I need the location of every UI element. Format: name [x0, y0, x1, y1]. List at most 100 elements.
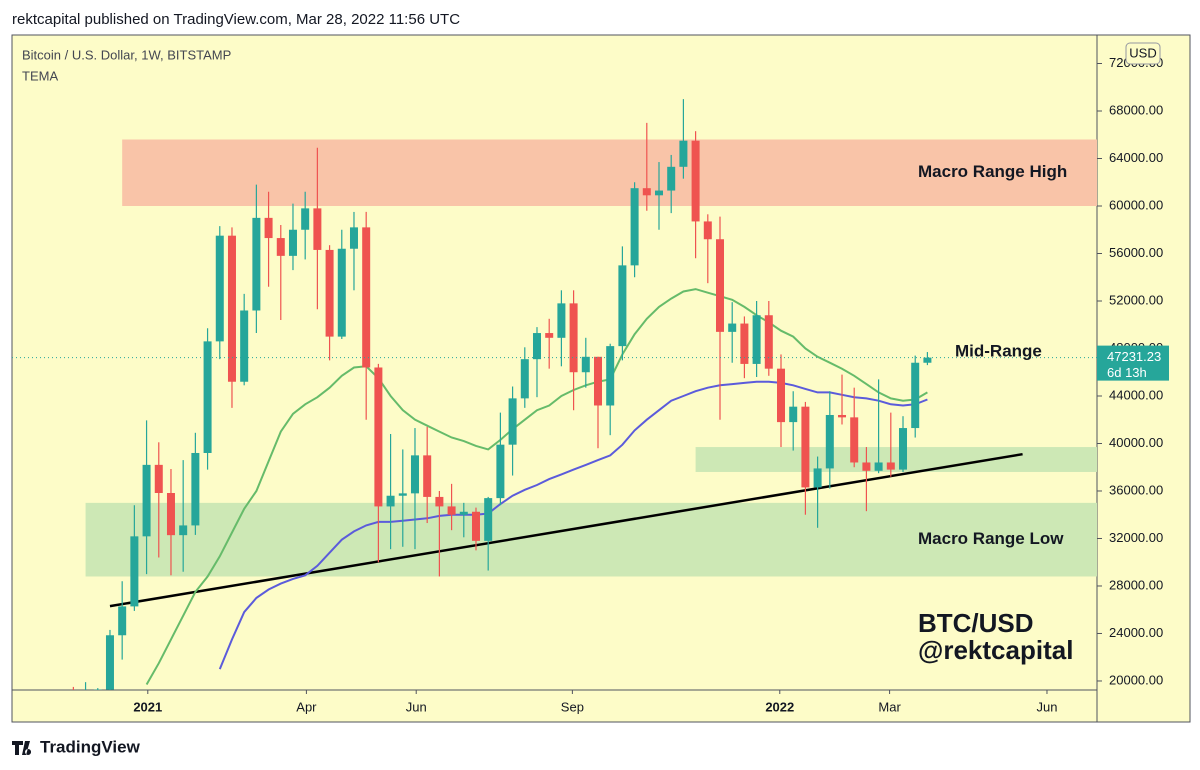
- range-zone: [85, 502, 1097, 577]
- candle-body: [618, 265, 627, 347]
- candle-body: [716, 239, 725, 332]
- y-tick-label: 64000.00: [1109, 150, 1163, 165]
- candle-body: [398, 493, 407, 496]
- candle-body: [215, 235, 224, 342]
- candle-body: [874, 462, 883, 471]
- last-price-box: [1097, 345, 1169, 381]
- y-tick-label: 56000.00: [1109, 245, 1163, 260]
- axes: 20000.00 24000.00 28000.00 32000.00 36000.00…: [133, 55, 1169, 714]
- y-tick-label: 40000.00: [1109, 435, 1163, 450]
- candle-body: [813, 468, 822, 488]
- candle-body: [691, 140, 700, 222]
- candle-body: [130, 536, 139, 607]
- footer-logo: [12, 741, 32, 755]
- countdown-label: 6d 13h: [1107, 365, 1147, 380]
- x-tick-label: 2022: [765, 699, 794, 714]
- x-tick-label: Jun: [406, 699, 427, 714]
- y-tick-label: 60000.00: [1109, 197, 1163, 212]
- annotation: Mid-Range: [955, 341, 1042, 360]
- candle-body: [374, 367, 383, 507]
- currency-label[interactable]: USD: [1129, 45, 1156, 60]
- candle-body: [777, 368, 786, 423]
- candle-body: [557, 303, 566, 338]
- annotation: @rektcapital: [918, 635, 1073, 665]
- x-tick-label: Apr: [296, 699, 317, 714]
- candle-body: [142, 464, 151, 537]
- y-tick-label: 28000.00: [1109, 577, 1163, 592]
- candle-body: [862, 462, 871, 471]
- candle-body: [764, 315, 773, 369]
- candle-body: [569, 303, 578, 373]
- candle-body: [484, 498, 493, 541]
- candle-body: [423, 455, 432, 497]
- candle-body: [471, 511, 480, 541]
- candle-body: [264, 217, 273, 239]
- candle-body: [240, 310, 249, 382]
- annotation: BTC/USD: [918, 608, 1034, 638]
- candle-body: [508, 398, 517, 445]
- candle-body: [386, 495, 395, 507]
- candle-body: [728, 323, 737, 332]
- candle-body: [325, 249, 334, 337]
- candle-body: [203, 341, 212, 453]
- zone-label: Macro Range Low: [918, 529, 1064, 548]
- indicator-label: TEMA: [22, 68, 58, 83]
- x-tick-label: Jun: [1036, 699, 1057, 714]
- candle-body: [532, 333, 541, 360]
- candle-body: [447, 506, 456, 515]
- footer: TradingView: [40, 737, 141, 756]
- candle-body: [581, 356, 590, 373]
- candle-body: [105, 635, 114, 690]
- trendline: [109, 452, 1023, 608]
- candle-body: [154, 464, 163, 494]
- candle-body: [899, 428, 908, 470]
- y-tick-label: 20000.00: [1109, 672, 1163, 687]
- range-zone: [122, 139, 1097, 206]
- candle-body: [752, 315, 761, 364]
- indicator-line: [145, 288, 928, 685]
- candle-body: [850, 417, 859, 463]
- candle-body: [276, 238, 285, 256]
- candle-body: [911, 362, 920, 429]
- candle-body: [838, 414, 847, 418]
- candle-body: [886, 462, 895, 470]
- candle-body: [520, 359, 529, 399]
- x-tick-label: 2021: [133, 699, 162, 714]
- candle-body: [349, 227, 358, 249]
- overlay: Macro Range High Macro Range Low: [918, 162, 1067, 548]
- candle-body: [166, 493, 175, 536]
- y-tick-label: 44000.00: [1109, 387, 1163, 402]
- candle-body: [825, 414, 834, 469]
- candle-body: [301, 208, 310, 230]
- candle-body: [337, 248, 346, 337]
- candle-body: [630, 188, 639, 266]
- candle-body: [435, 496, 444, 507]
- candle-body: [679, 140, 688, 167]
- candle-body: [227, 235, 236, 382]
- y-tick-label: 52000.00: [1109, 292, 1163, 307]
- indicator-line: [218, 380, 928, 670]
- candle-body: [459, 511, 468, 515]
- candle-body: [606, 346, 615, 406]
- candle-body: [288, 229, 297, 256]
- currency-button[interactable]: [1125, 42, 1161, 65]
- y-tick-label: 32000.00: [1109, 530, 1163, 545]
- y-tick-label: 68000.00: [1109, 102, 1163, 117]
- candle-body: [923, 357, 932, 363]
- y-tick-label: 36000.00: [1109, 482, 1163, 497]
- candle-body: [801, 406, 810, 488]
- candle-body: [703, 221, 712, 240]
- candle-body: [654, 190, 663, 196]
- candle-body: [642, 188, 651, 196]
- candle-body: [118, 606, 127, 636]
- candle-body: [593, 356, 602, 406]
- chart-title: Bitcoin / U.S. Dollar, 1W, BITSTAMP: [22, 47, 231, 62]
- candle-body: [496, 444, 505, 499]
- x-tick-label: Sep: [561, 699, 584, 714]
- plot-area: [12, 99, 1097, 690]
- candle-body: [179, 525, 188, 536]
- candle-body: [740, 323, 749, 364]
- candle-body: [545, 333, 554, 338]
